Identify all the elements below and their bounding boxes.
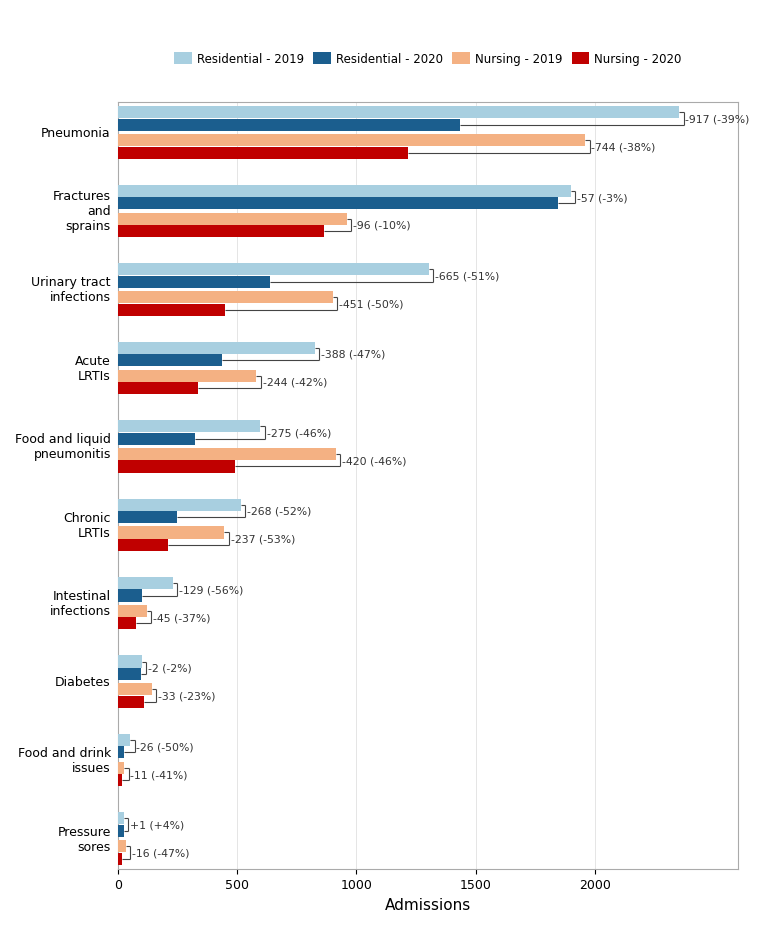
Text: -244 (-42%): -244 (-42%) — [262, 377, 327, 387]
Bar — [118, 578, 173, 590]
Bar — [118, 696, 144, 708]
Legend: Residential - 2019, Residential - 2020, Nursing - 2019, Nursing - 2020: Residential - 2019, Residential - 2020, … — [170, 48, 686, 70]
Bar — [118, 147, 408, 159]
Bar — [118, 383, 198, 395]
Text: -57 (-3%): -57 (-3%) — [578, 193, 628, 203]
Bar — [118, 355, 222, 367]
Bar — [118, 449, 336, 461]
Bar — [118, 276, 270, 288]
Bar — [118, 825, 124, 837]
Bar — [118, 841, 126, 853]
Text: -420 (-46%): -420 (-46%) — [342, 456, 407, 465]
Bar — [118, 499, 241, 511]
Bar — [118, 734, 130, 746]
Bar — [118, 512, 176, 524]
Text: -237 (-53%): -237 (-53%) — [231, 534, 295, 544]
Bar — [118, 135, 585, 147]
Text: -744 (-38%): -744 (-38%) — [591, 142, 656, 152]
Bar — [118, 853, 122, 865]
Bar — [118, 461, 235, 473]
Bar — [118, 226, 324, 238]
Bar — [118, 617, 137, 629]
Text: -665 (-51%): -665 (-51%) — [435, 272, 499, 281]
Bar — [118, 527, 225, 539]
Bar — [118, 120, 460, 132]
Bar — [118, 292, 333, 304]
Text: -451 (-50%): -451 (-50%) — [339, 299, 403, 309]
Text: -129 (-56%): -129 (-56%) — [179, 585, 243, 594]
Text: -917 (-39%): -917 (-39%) — [686, 114, 750, 124]
Bar — [118, 213, 347, 225]
Bar — [118, 304, 225, 316]
Bar — [118, 540, 168, 552]
Text: -96 (-10%): -96 (-10%) — [353, 221, 410, 231]
Bar — [118, 668, 141, 680]
Bar — [118, 812, 123, 825]
Text: -33 (-23%): -33 (-23%) — [158, 691, 216, 701]
X-axis label: Admissions: Admissions — [385, 897, 471, 912]
Bar — [118, 683, 152, 695]
Bar — [118, 655, 142, 667]
Bar — [118, 762, 124, 774]
Text: -11 (-41%): -11 (-41%) — [130, 769, 188, 780]
Bar — [118, 370, 256, 382]
Bar — [118, 774, 122, 786]
Bar — [118, 108, 680, 120]
Bar — [118, 198, 558, 210]
Text: +1 (+4%): +1 (+4%) — [130, 819, 185, 830]
Bar — [118, 264, 429, 276]
Bar — [118, 605, 147, 617]
Text: -275 (-46%): -275 (-46%) — [267, 428, 331, 438]
Bar — [118, 590, 142, 602]
Text: -2 (-2%): -2 (-2%) — [148, 663, 192, 673]
Bar — [118, 433, 195, 445]
Text: -45 (-37%): -45 (-37%) — [153, 613, 211, 623]
Text: -26 (-50%): -26 (-50%) — [137, 742, 194, 752]
Text: -268 (-52%): -268 (-52%) — [247, 506, 311, 516]
Bar — [118, 342, 314, 354]
Text: -388 (-47%): -388 (-47%) — [321, 349, 385, 360]
Bar — [118, 746, 124, 758]
Text: -16 (-47%): -16 (-47%) — [132, 847, 189, 857]
Bar — [118, 185, 571, 197]
Bar — [118, 421, 261, 433]
